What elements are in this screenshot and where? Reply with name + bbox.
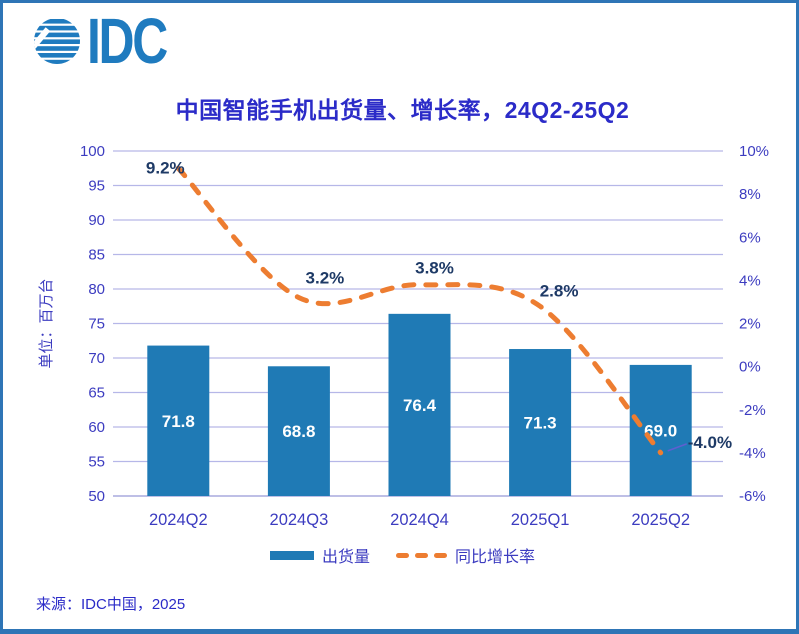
source-note: 来源：IDC中国，2025 (36, 596, 186, 613)
left-axis-tick: 75 (88, 316, 105, 333)
line-series-swatch (396, 552, 447, 558)
left-axis-tick: 70 (88, 350, 105, 367)
legend-label-shipments: 出货量 (321, 549, 370, 566)
left-axis-tick: 95 (88, 178, 105, 195)
growth-label-2024Q3: 3.2% (306, 269, 345, 288)
legend-item-shipments: 出货量 (269, 543, 370, 567)
right-axis-tick: 2% (739, 316, 761, 333)
legend-item-growth: 同比增长率 (396, 543, 535, 567)
bar-2024Q4 (388, 313, 451, 496)
right-axis-tick: 4% (739, 272, 761, 289)
left-axis-tick: 55 (88, 454, 105, 471)
left-axis-tick: 90 (88, 212, 105, 229)
label-leader-line (667, 443, 687, 452)
growth-label-2024Q4: 3.8% (415, 259, 454, 278)
growth-line (175, 165, 664, 456)
legend-label-growth: 同比增长率 (455, 549, 536, 566)
bar-value-label: 71.8 (162, 412, 195, 431)
right-axis-tick: -4% (739, 445, 766, 462)
chart-title: 中国智能手机出货量、增长率，24Q2-25Q2 (175, 97, 630, 123)
right-axis-tick: 10% (739, 143, 769, 160)
combo-chart: 50 55 60 65 70 75 80 85 90 95 100 -6% -4% -2% 0% 2% 4% 6%… (38, 143, 769, 529)
category-label-2025Q1: 2025Q1 (511, 511, 570, 529)
left-axis-title: 单位：百万台 (38, 278, 55, 368)
bar-value-label: 69.0 (644, 421, 677, 440)
right-axis-tick: -2% (739, 402, 766, 419)
bar-2024Q2 (147, 345, 210, 496)
left-axis-tick: 65 (88, 385, 105, 402)
category-label-2024Q3: 2024Q3 (270, 511, 329, 529)
bar-value-label: 68.8 (282, 422, 315, 441)
category-label-2024Q2: 2024Q2 (149, 511, 208, 529)
bar-2025Q2 (629, 364, 692, 496)
left-axis-tick: 80 (88, 281, 105, 298)
category-label-2025Q2: 2025Q2 (631, 511, 690, 529)
left-axis-tick: 85 (88, 247, 105, 264)
growth-label-2025Q1: 2.8% (540, 281, 579, 300)
right-axis-tick: 8% (739, 186, 761, 203)
left-axis-tick: 50 (88, 488, 105, 505)
chart-legend: 出货量 同比增长率 (3, 543, 796, 567)
growth-label-2024Q2: 9.2% (146, 158, 185, 177)
bar-2025Q1 (509, 349, 572, 496)
right-axis-tick: 0% (739, 359, 761, 376)
left-axis-tick: 100 (80, 143, 105, 160)
growth-label-2025Q2: -4.0% (688, 433, 732, 452)
idc-logo-text: IDC (87, 5, 168, 77)
idc-globe-icon (34, 19, 80, 64)
left-axis-tick: 60 (88, 419, 105, 436)
category-label-2024Q4: 2024Q4 (390, 511, 449, 529)
bar-2024Q3 (267, 366, 330, 496)
idc-logo: IDC (33, 5, 188, 77)
right-axis-tick: 6% (739, 229, 761, 246)
bar-series-swatch (269, 550, 314, 560)
bar-value-label: 76.4 (403, 396, 437, 415)
bar-value-label: 71.3 (524, 414, 557, 433)
right-axis-tick: -6% (739, 488, 766, 505)
